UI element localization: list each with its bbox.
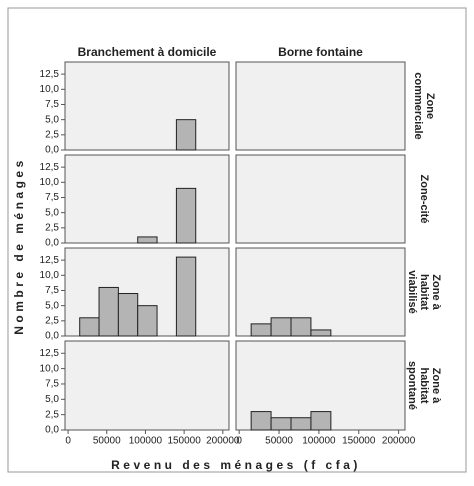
y-tick-label: 10,0 [40,270,60,281]
y-tick-label: 5,0 [45,207,59,218]
bar [175,256,197,337]
bar [98,286,119,337]
row-label-line: Zone-cité [418,175,430,224]
bar [175,187,197,244]
row-label-line: commerciale [412,72,424,139]
y-tick-label: 7,5 [45,285,59,296]
y-tick-label: 12,5 [40,162,60,173]
bar [270,417,292,431]
y-tick-label: 2,5 [45,315,59,326]
bar [250,323,272,337]
column-header: Borne fontaine [278,45,363,59]
y-tick-label: 0,0 [45,331,59,342]
row-label: Zone àhabitatviabilisé [406,270,442,313]
row-label-line: habitat [418,274,430,310]
y-tick-label: 7,5 [45,99,59,110]
y-axis-label: Nombre de ménages [12,157,26,335]
row-label: Zonecommerciale [412,72,436,139]
column-header: Branchement à domicile [78,45,217,59]
y-tick-label: 12,5 [40,69,60,80]
row-label-line: spontané [406,361,418,410]
x-tick-label: 50000 [93,436,121,447]
panel [64,154,230,244]
panel [64,61,230,151]
x-tick-label: 0 [236,436,242,447]
row-label: Zone-cité [418,175,430,224]
bar [117,293,139,337]
x-tick-label: 150000 [167,436,201,447]
bar [250,411,272,431]
y-tick-label: 10,0 [40,363,60,374]
y-tick-label: 0,0 [45,145,59,156]
y-tick-label: 5,0 [45,300,59,311]
x-tick-label: 50000 [265,436,293,447]
x-tick-label: 150000 [342,436,376,447]
row-label-line: habitat [418,367,430,403]
y-tick-label: 2,5 [45,222,59,233]
bar [290,317,312,337]
panel [64,340,230,431]
row-label-line: Zone [424,93,436,119]
y-tick-label: 5,0 [45,114,59,125]
x-axis-label: Revenu des ménages (f cfa) [111,458,361,472]
y-tick-label: 2,5 [45,409,59,420]
bar [310,329,332,337]
x-tick-label: 0 [65,436,71,447]
frame [7,7,467,473]
bar [290,417,312,431]
y-tick-label: 10,0 [40,177,60,188]
y-tick-label: 10,0 [40,84,60,95]
bar [310,411,332,431]
y-tick-label: 12,5 [40,255,60,266]
x-tick-label: 100000 [129,436,163,447]
y-tick-label: 2,5 [45,129,59,140]
panel [235,61,406,151]
y-tick-label: 0,0 [45,238,59,249]
x-tick-label: 200000 [382,436,416,447]
row-label-line: viabilisé [406,270,418,313]
row-label-line: Zone à [430,368,442,404]
x-tick-label: 200000 [206,436,240,447]
row-label-line: Zone à [430,274,442,310]
y-tick-label: 7,5 [45,379,59,390]
y-tick-label: 12,5 [40,348,60,359]
panel [235,154,406,244]
bar [137,236,158,244]
bar [79,317,100,337]
y-tick-label: 7,5 [45,192,59,203]
x-tick-label: 100000 [302,436,336,447]
row-label: Zone àhabitatspontané [406,361,442,410]
bar [137,305,158,337]
bar [175,119,197,151]
y-tick-label: 5,0 [45,394,59,405]
bar [270,317,292,337]
panel [235,247,406,337]
y-tick-label: 0,0 [45,425,59,436]
